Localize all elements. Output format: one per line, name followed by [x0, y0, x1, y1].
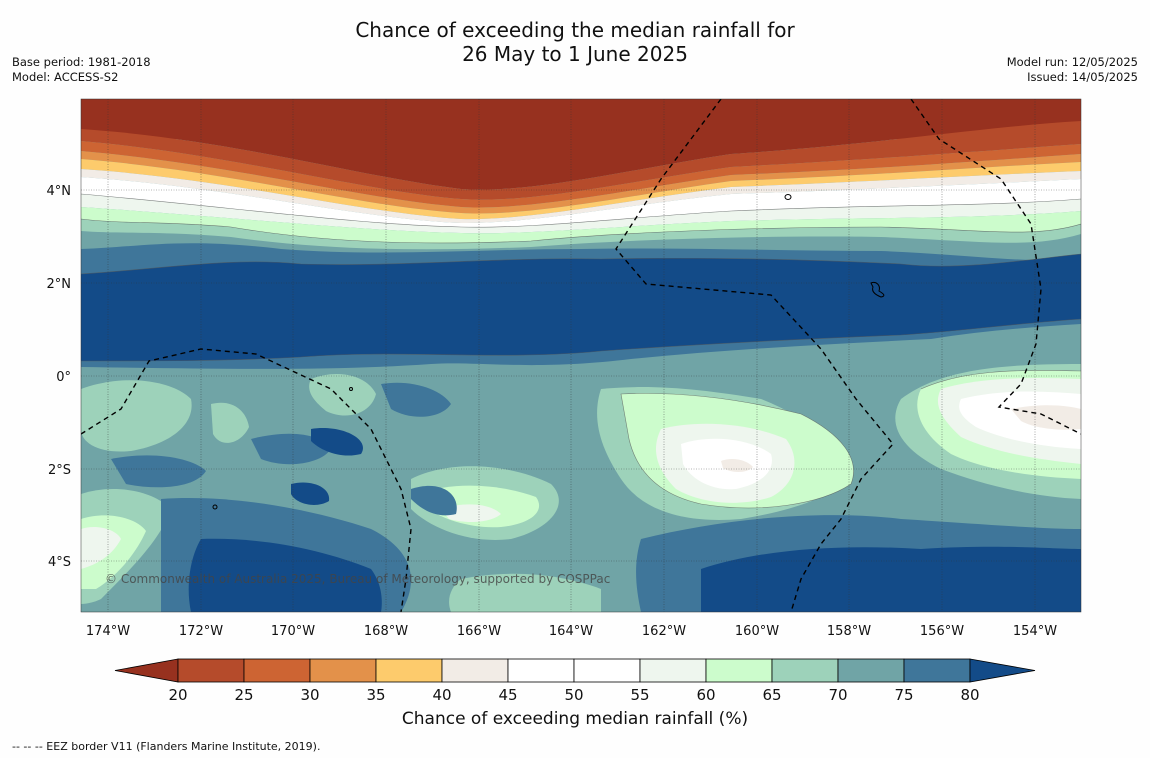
lon-label: 168°W — [364, 624, 408, 639]
lat-labels: 4°N 2°N 0° 2°S 4°S — [47, 184, 72, 570]
colorbar-cells — [114, 658, 1036, 683]
model-label: Model: ACCESS-S2 — [12, 70, 119, 84]
colorbar-tick-label: 50 — [564, 686, 583, 704]
lat-label: 4°N — [47, 184, 72, 199]
colorbar-cell — [243, 658, 311, 683]
colorbar-tick-label: 30 — [300, 686, 319, 704]
colorbar-cell — [441, 658, 509, 683]
colorbar-cell — [903, 658, 971, 683]
lon-label: 154°W — [1013, 624, 1057, 639]
lon-label: 166°W — [457, 624, 501, 639]
colorbar-cell — [309, 658, 377, 683]
colorbar-cell — [177, 658, 245, 683]
model-run-label: Model run: 12/05/2025 — [1006, 55, 1138, 69]
colorbar-tick-label: 70 — [828, 686, 847, 704]
colorbar-tick-label: 80 — [960, 686, 979, 704]
colorbar-tick-label: 75 — [894, 686, 913, 704]
eez-legend-note: -- -- -- EEZ border V11 (Flanders Marine… — [12, 740, 321, 753]
colorbar-tick-label: 35 — [366, 686, 385, 704]
colorbar-arrow-high — [969, 658, 1036, 683]
colorbar-tick-label: 40 — [432, 686, 451, 704]
colorbar-tick-label: 55 — [630, 686, 649, 704]
colorbar-ticks: 20 25 30 35 40 45 50 55 60 65 70 75 80 — [168, 686, 979, 704]
colorbar-arrow-low — [114, 658, 179, 683]
lat-label: 4°S — [48, 555, 71, 570]
title-line-2: 26 May to 1 June 2025 — [462, 42, 688, 66]
copyright-text: © Commonwealth of Australia 2025, Bureau… — [105, 572, 610, 586]
map-fill-layer: © Commonwealth of Australia 2025, Bureau… — [81, 99, 1081, 612]
meta-left: Base period: 1981-2018 Model: ACCESS-S2 — [12, 55, 151, 85]
colorbar-tick-label: 45 — [498, 686, 517, 704]
lon-label: 160°W — [735, 624, 779, 639]
colorbar-cell — [837, 658, 905, 683]
eez-border — [81, 99, 1081, 612]
colorbar-cell — [705, 658, 773, 683]
lon-labels: 174°W 172°W 170°W 168°W 166°W 164°W 162°… — [86, 624, 1057, 639]
colorbar-cell — [573, 658, 641, 683]
lon-label: 174°W — [86, 624, 130, 639]
lon-label: 170°W — [271, 624, 315, 639]
colorbar-tick-label: 25 — [234, 686, 253, 704]
lon-label: 162°W — [642, 624, 686, 639]
title-line-1: Chance of exceeding the median rainfall … — [355, 18, 795, 42]
rainfall-map: © Commonwealth of Australia 2025, Bureau… — [47, 98, 1082, 639]
lon-label: 164°W — [549, 624, 593, 639]
lat-label: 2°S — [48, 463, 71, 478]
colorbar-tick-label: 60 — [696, 686, 715, 704]
colorbar-cell — [639, 658, 707, 683]
chart-title: Chance of exceeding the median rainfall … — [0, 18, 1150, 66]
colorbar-tick-label: 20 — [168, 686, 187, 704]
lat-label: 0° — [56, 370, 71, 385]
lon-label: 156°W — [920, 624, 964, 639]
colorbar-tick-label: 65 — [762, 686, 781, 704]
meta-right: Model run: 12/05/2025 Issued: 14/05/2025 — [1007, 55, 1138, 85]
islands — [212, 194, 885, 510]
colorbar: 20 25 30 35 40 45 50 55 60 65 70 75 80 — [114, 658, 1036, 704]
colorbar-cell — [771, 658, 839, 683]
colorbar-cell — [507, 658, 575, 683]
graticule — [81, 99, 1081, 612]
lat-label: 2°N — [47, 277, 72, 292]
colorbar-title: Chance of exceeding median rainfall (%) — [401, 709, 749, 729]
lon-label: 172°W — [179, 624, 223, 639]
colorbar-cell — [375, 658, 443, 683]
issued-label: Issued: 14/05/2025 — [1027, 70, 1138, 84]
lon-label: 158°W — [827, 624, 871, 639]
base-period-label: Base period: 1981-2018 — [12, 55, 151, 69]
